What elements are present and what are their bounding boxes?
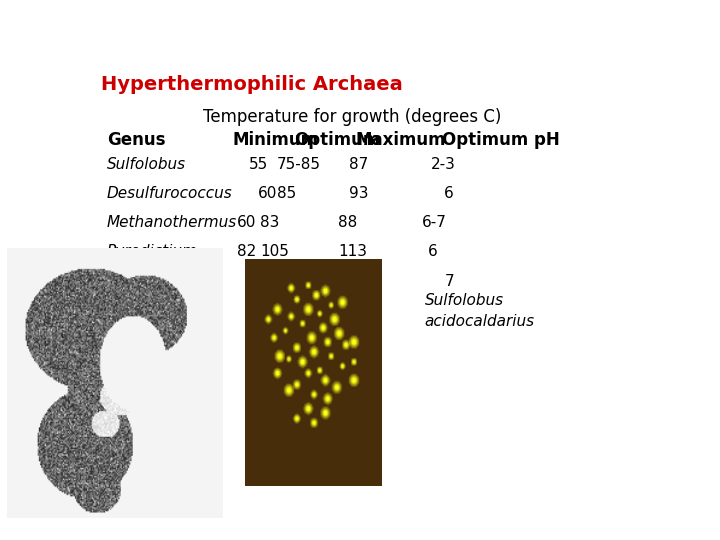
- Text: 6: 6: [444, 186, 454, 201]
- Text: Maximum: Maximum: [355, 131, 446, 150]
- Text: Genus: Genus: [107, 131, 166, 150]
- Text: Hyperthermophilic Archaea: Hyperthermophilic Archaea: [101, 75, 403, 94]
- Text: 60: 60: [237, 215, 256, 231]
- Text: 82: 82: [237, 245, 256, 259]
- Text: Sulfolobus: Sulfolobus: [107, 157, 186, 172]
- Text: 113: 113: [338, 245, 367, 259]
- Text: 85: 85: [249, 274, 269, 288]
- Text: Optimum pH: Optimum pH: [441, 131, 559, 150]
- Text: 7: 7: [444, 274, 454, 288]
- Text: 6-7: 6-7: [422, 215, 447, 231]
- Text: Optimum: Optimum: [294, 131, 380, 150]
- Text: Methanopyrus: Methanopyrus: [107, 274, 216, 288]
- Text: 85: 85: [277, 186, 296, 201]
- Text: Minimum: Minimum: [233, 131, 318, 150]
- Text: 93: 93: [349, 186, 369, 201]
- Text: 110: 110: [344, 274, 373, 288]
- Text: 60: 60: [258, 186, 276, 201]
- Text: 6: 6: [428, 245, 437, 259]
- Text: 100: 100: [271, 274, 300, 288]
- Text: 105: 105: [260, 245, 289, 259]
- Text: Sulfolobus
acidocaldarius: Sulfolobus acidocaldarius: [425, 294, 535, 329]
- Text: Desulfurococcus: Desulfurococcus: [107, 186, 233, 201]
- Text: 88: 88: [338, 215, 358, 231]
- Text: 55: 55: [249, 157, 269, 172]
- Text: Pyrodictium: Pyrodictium: [107, 245, 197, 259]
- Text: 75-85: 75-85: [277, 157, 321, 172]
- Text: Temperature for growth (degrees C): Temperature for growth (degrees C): [203, 109, 501, 126]
- Text: 87: 87: [349, 157, 369, 172]
- Text: Methanothermus: Methanothermus: [107, 215, 237, 231]
- Text: 2-3: 2-3: [431, 157, 455, 172]
- Text: 83: 83: [260, 215, 279, 231]
